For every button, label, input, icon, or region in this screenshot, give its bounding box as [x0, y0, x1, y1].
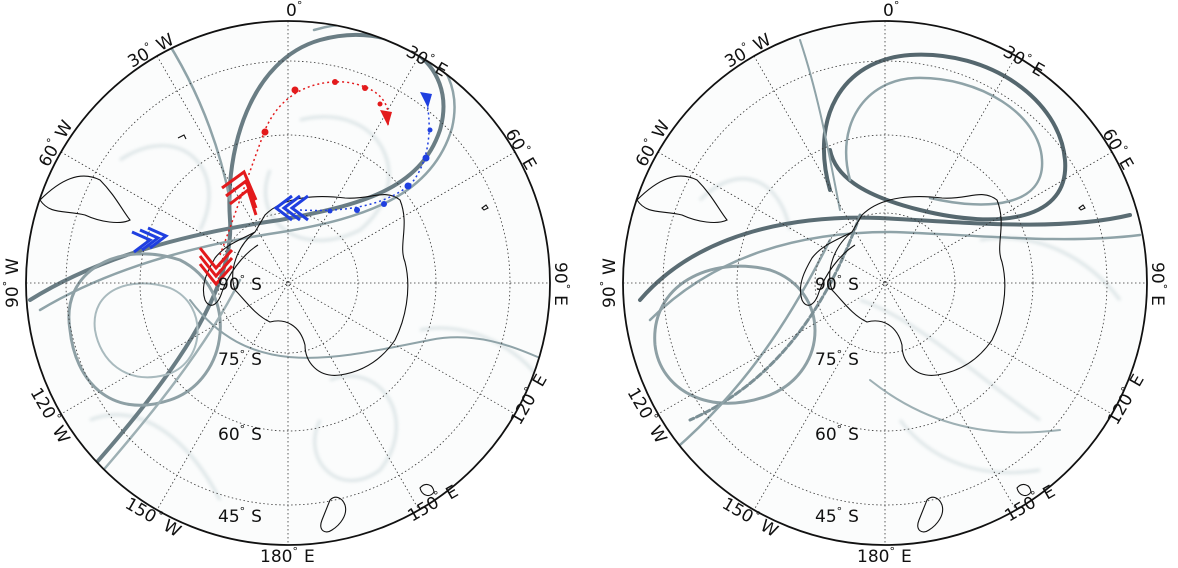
red-trajectory	[198, 79, 392, 287]
south-georgia	[177, 134, 187, 140]
right-map-area	[623, 21, 1147, 545]
filament-sweep-west	[638, 213, 1132, 302]
antarctica-coast	[232, 194, 409, 376]
red-chevrons-lower	[198, 247, 234, 287]
left-coastlines	[39, 134, 489, 533]
left-background-filaments	[89, 115, 542, 501]
blue-arrowhead	[420, 92, 432, 108]
blue-chevrons-east	[273, 194, 309, 222]
australia-tasmania	[1016, 483, 1032, 497]
lat-label-60: 60° S	[218, 423, 262, 445]
lat-label-75: 75° S	[815, 348, 859, 370]
left-map-area	[26, 21, 550, 545]
red-arrowhead	[380, 110, 392, 126]
australia-tasmania	[419, 483, 435, 497]
blue-chevrons-west	[131, 226, 169, 254]
center-label: 90° S	[815, 273, 859, 295]
center-label: 90° S	[218, 273, 262, 295]
filament-streak-north	[799, 39, 841, 211]
filament-streak-southwest-b	[648, 238, 832, 472]
kerguelen	[1078, 204, 1086, 211]
lon-label-180e: 180° E	[260, 545, 315, 567]
left-map-border	[25, 20, 551, 546]
lon-label-90w: 90°W	[598, 258, 620, 308]
south-america-coast	[39, 175, 131, 224]
lat-label-60: 60° S	[815, 423, 859, 445]
red-chevrons-upper	[221, 169, 258, 216]
new-zealand	[917, 496, 944, 533]
antarctic-peninsula	[202, 231, 259, 306]
kerguelen	[481, 204, 489, 211]
filament-streak-west	[158, 28, 232, 202]
right-coastlines	[636, 175, 1086, 533]
lon-label-90e: 90°E	[1147, 262, 1169, 306]
lon-label-0: 0°	[883, 0, 899, 21]
lat-label-75: 75° S	[218, 348, 262, 370]
lon-label-0: 0°	[286, 0, 302, 21]
lon-label-90e: 90°E	[550, 262, 572, 306]
new-zealand	[320, 496, 347, 533]
filament-streak-south	[869, 379, 1061, 434]
filament-loop-northeast-inner	[844, 76, 1044, 206]
filament-streak-south	[189, 299, 546, 361]
filament-eddy-west	[67, 252, 222, 407]
lat-label-45: 45° S	[218, 505, 262, 527]
filament-sweep-west-b	[648, 230, 1142, 322]
antarctic-peninsula	[799, 231, 856, 306]
antarctica-coast	[829, 194, 1006, 376]
filament-eddy-west-inner	[93, 282, 199, 379]
right-panel: 90° S 75° S 60° S 45° S 0° 30°E 60°E 90°E 12…	[598, 0, 1169, 567]
right-map-border	[622, 20, 1148, 546]
right-filaments	[638, 39, 1142, 472]
south-america-coast	[636, 175, 728, 224]
lat-label-45: 45° S	[815, 505, 859, 527]
right-graticule	[623, 21, 1147, 545]
lon-label-180e: 180° E	[857, 545, 912, 567]
blue-trajectory	[131, 92, 433, 254]
filament-loop-northeast	[821, 52, 1068, 222]
filament-eddy-west	[653, 264, 817, 405]
left-panel: 90° S 75° S 60° S 45° S 0° 30°E 60°E 90°E 12…	[1, 0, 572, 567]
lon-label-90w: 90°W	[1, 258, 23, 308]
left-graticule	[26, 21, 550, 545]
